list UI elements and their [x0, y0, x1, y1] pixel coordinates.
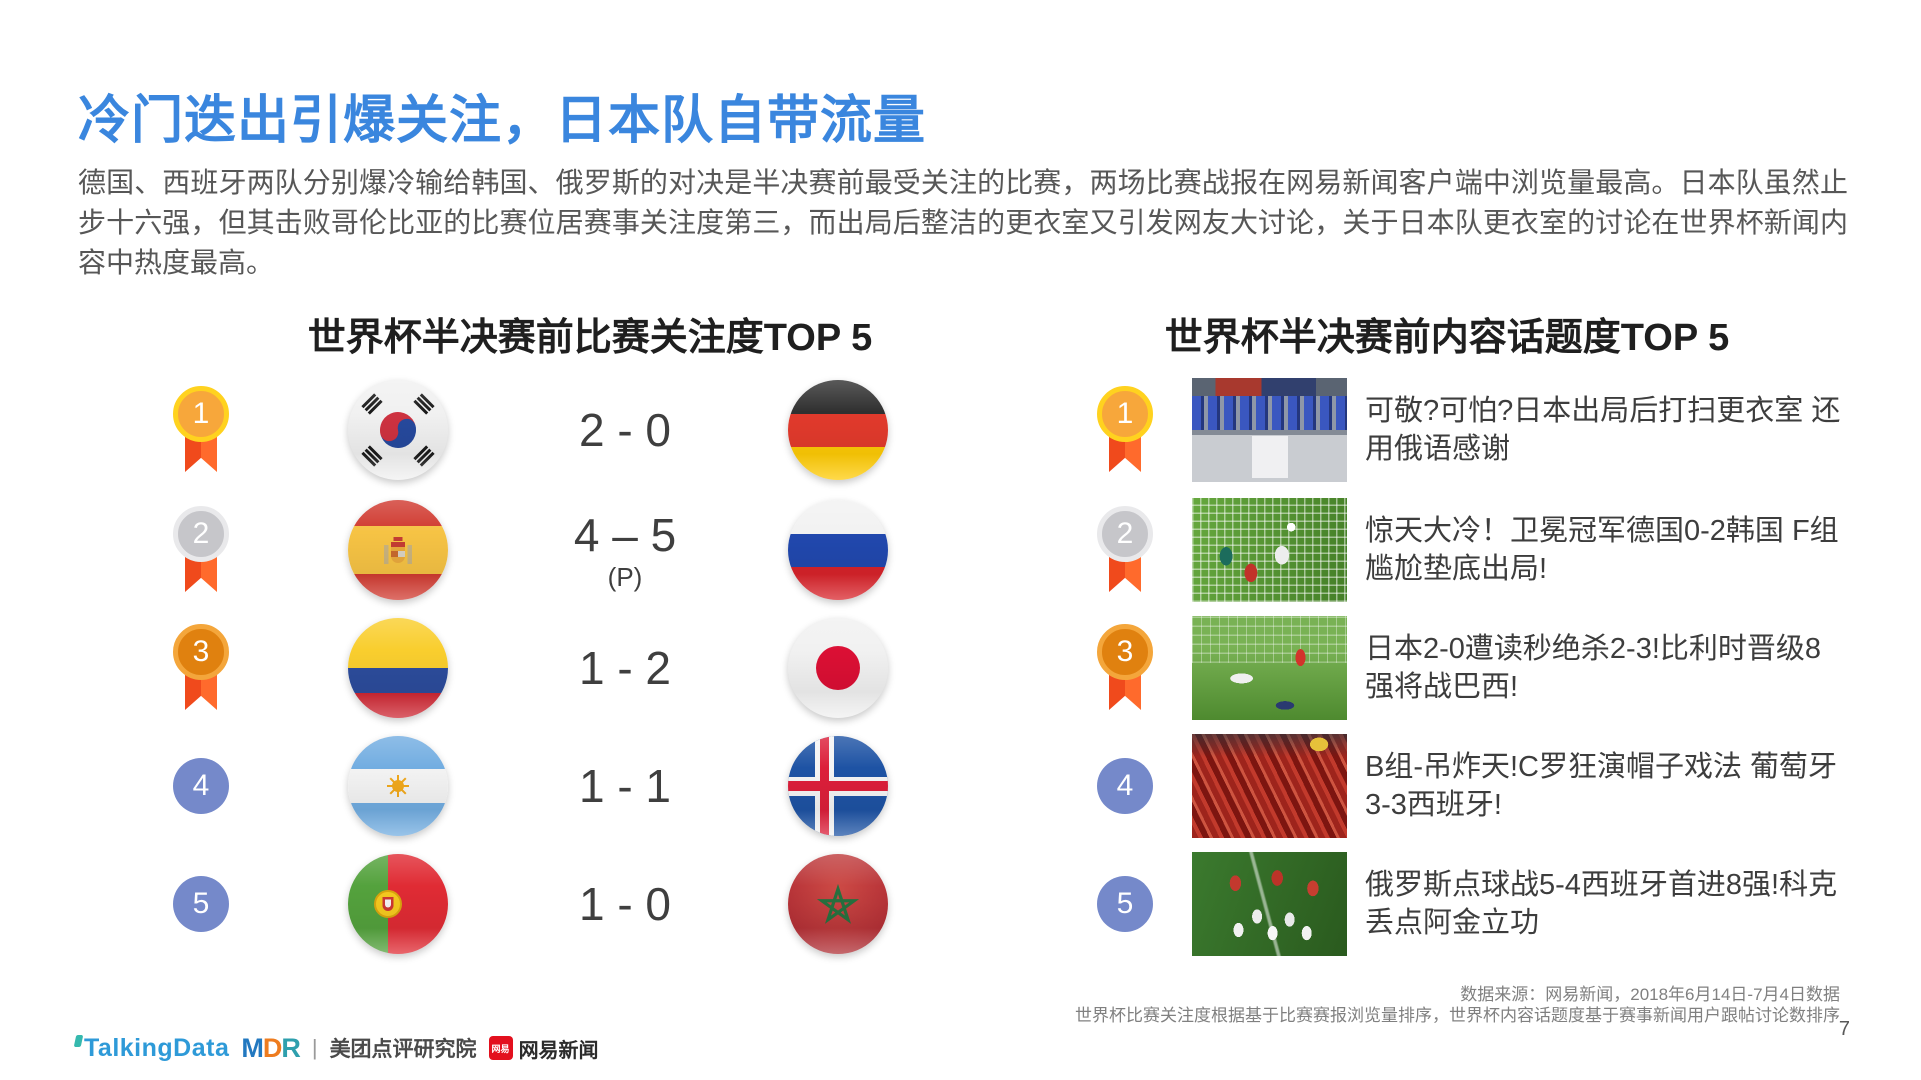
match-row-4: 4 1 - 1 [130, 727, 910, 845]
talkingdata-tick-icon [73, 1034, 84, 1047]
talkingdata-logo: TalkingData [73, 1034, 229, 1063]
match-score: 1 - 0 [578, 878, 672, 930]
match-score: 4 – 5 (P) [573, 509, 677, 592]
intro-paragraph: 德国、西班牙两队分别爆冷输给韩国、俄罗斯的对决是半决赛前最受关注的比赛，两场比赛… [78, 167, 1848, 278]
netease-app-icon: 网易 [488, 1036, 513, 1060]
bronze-medal-icon: 3 [173, 624, 229, 712]
news-thumbnail-locker-room [1192, 378, 1347, 482]
rank-number: 1 [173, 386, 229, 442]
topic-row-1: 1 可敬?可怕?日本出局后打扫更衣室 还 用俄语感谢 [1090, 371, 1890, 489]
bronze-medal-icon: 3 [1097, 624, 1153, 712]
silver-medal-icon: 2 [173, 506, 229, 594]
match-score: 1 - 1 [578, 760, 672, 812]
gold-medal-icon: 1 [1097, 386, 1153, 474]
data-source-note: 数据来源：网易新闻，2018年6月14日-7月4日数据 世界杯比赛关注度根据基于… [1075, 984, 1840, 1026]
page-number: 7 [1838, 1018, 1850, 1040]
flag-south-korea-icon [348, 380, 448, 480]
match-row-2: 2 4 – 5 (P) [130, 491, 910, 609]
mdr-logo: MDR [241, 1032, 300, 1063]
gold-medal-icon: 1 [173, 386, 229, 474]
logo-divider: | [311, 1035, 318, 1060]
source-line-1: 数据来源：网易新闻，2018年6月14日-7月4日数据 [1460, 985, 1840, 1004]
silver-medal-icon: 2 [1097, 506, 1153, 594]
match-score: 2 - 0 [578, 404, 672, 456]
match-row-1: 1 2 - 0 [130, 371, 910, 489]
flag-colombia-icon [348, 618, 448, 718]
news-thumbnail-russia-celebration [1192, 852, 1347, 956]
flag-morocco-icon [788, 854, 888, 954]
match-chart-title: 世界杯半决赛前比赛关注度TOP 5 [307, 317, 873, 359]
flag-japan-icon [788, 618, 888, 718]
rank-4-badge: 4 [1097, 758, 1153, 814]
news-headline: B组-吊炸天!C罗狂演帽子戏法 葡萄牙 3-3西班牙! [1365, 751, 1838, 821]
rank-number: 3 [1097, 624, 1153, 680]
topic-row-2: 2 惊天大冷！卫冕冠军德国0-2韩国 F组 尴尬垫底出局! [1090, 491, 1890, 609]
rank-4-badge: 4 [173, 758, 229, 814]
flag-portugal-icon [348, 854, 448, 954]
rank-number: 2 [173, 506, 229, 562]
brand-logos: TalkingData MDR | 美团点评研究院 网易 网易新闻 [73, 1030, 599, 1066]
topic-row-4: 4 B组-吊炸天!C罗狂演帽子戏法 葡萄牙 3-3西班牙! [1090, 727, 1890, 845]
rank-number: 1 [1097, 386, 1153, 442]
news-headline: 惊天大冷！卫冕冠军德国0-2韩国 F组 尴尬垫底出局! [1365, 515, 1839, 585]
source-line-2: 世界杯比赛关注度根据基于比赛赛报浏览量排序，世界杯内容话题度基于赛事新闻用户跟帖… [1075, 1006, 1840, 1025]
rank-5-badge: 5 [1097, 876, 1153, 932]
news-headline: 可敬?可怕?日本出局后打扫更衣室 还 用俄语感谢 [1365, 395, 1841, 465]
meituan-dianping-institute-logo: 美团点评研究院 [329, 1038, 477, 1061]
rank-5-badge: 5 [173, 876, 229, 932]
match-row-5: 5 1 - 0 [130, 845, 910, 963]
news-headline: 俄罗斯点球战5-4西班牙首进8强!科克 丢点阿金立功 [1365, 869, 1838, 939]
topic-row-5: 5 俄罗斯点球战5-4西班牙首进8强!科克 丢点阿金立功 [1090, 845, 1890, 963]
topic-chart-title: 世界杯半决赛前内容话题度TOP 5 [1164, 317, 1730, 359]
news-thumbnail-fans-crowd [1192, 734, 1347, 838]
match-score: 1 - 2 [578, 642, 672, 694]
netease-news-logo: 网易 网易新闻 [488, 1034, 599, 1063]
flag-argentina-icon [348, 736, 448, 836]
news-headline: 日本2-0遭读秒绝杀2-3!比利时晋级8 强将战巴西! [1365, 633, 1822, 703]
topic-row-3: 3 日本2-0遭读秒绝杀2-3!比利时晋级8 强将战巴西! [1090, 609, 1890, 727]
penalty-note: (P) [607, 562, 643, 592]
rank-number: 3 [173, 624, 229, 680]
flag-germany-icon [788, 380, 888, 480]
rank-number: 2 [1097, 506, 1153, 562]
flag-spain-icon [348, 500, 448, 600]
flag-russia-icon [788, 500, 888, 600]
flag-iceland-icon [788, 736, 888, 836]
news-thumbnail-japan-belgium [1192, 616, 1347, 720]
news-thumbnail-germany-korea [1192, 498, 1347, 602]
match-row-3: 3 1 - 2 [130, 609, 910, 727]
page-title: 冷门迭出引爆关注，日本队自带流量 [78, 92, 927, 150]
